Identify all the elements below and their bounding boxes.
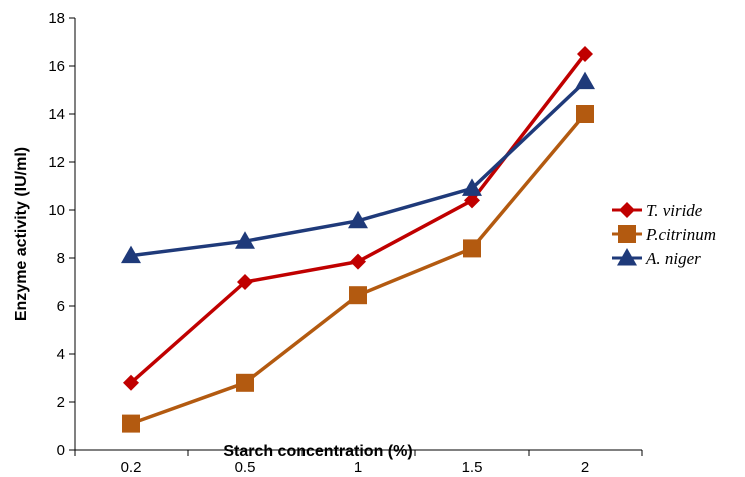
x-axis-title: Starch concentration (%) xyxy=(223,443,412,460)
legend-marker xyxy=(618,225,636,243)
y-tick-label: 12 xyxy=(48,154,65,171)
data-point xyxy=(576,105,594,123)
data-point xyxy=(350,253,366,270)
data-point xyxy=(123,374,139,391)
data-point xyxy=(577,46,593,62)
legend-item: T. viride xyxy=(612,201,703,220)
y-tick-label: 16 xyxy=(48,58,65,75)
x-tick-label: 0.2 xyxy=(121,459,142,476)
data-point xyxy=(464,192,480,209)
data-point xyxy=(237,274,253,290)
data-point xyxy=(236,373,254,392)
y-tick-label: 2 xyxy=(57,394,65,411)
x-tick-label: 1 xyxy=(354,459,362,476)
legend: T. viride P.citrinum A. niger xyxy=(612,201,716,268)
y-tick-label: 4 xyxy=(57,346,65,363)
legend-marker xyxy=(617,248,637,266)
x-tick-label: 2 xyxy=(581,459,589,476)
data-point xyxy=(121,245,141,264)
series-2 xyxy=(121,71,595,264)
y-tick-label: 10 xyxy=(48,202,65,219)
legend-item: P.citrinum xyxy=(612,225,716,244)
legend-label: A. niger xyxy=(645,249,701,268)
x-tick-label: 0.5 xyxy=(235,459,256,476)
y-tick-label: 14 xyxy=(48,106,65,123)
legend-item: A. niger xyxy=(612,248,701,268)
y-tick-label: 0 xyxy=(57,442,65,459)
data-point xyxy=(349,286,367,305)
y-tick-label: 6 xyxy=(57,298,65,315)
data-point xyxy=(575,71,595,90)
legend-marker xyxy=(619,202,635,218)
data-point xyxy=(462,178,482,196)
axes xyxy=(74,18,642,451)
data-point xyxy=(235,231,255,249)
y-axis-title: Enzyme activity (IU/ml) xyxy=(13,147,30,321)
series-1 xyxy=(122,105,594,433)
data-point xyxy=(463,239,481,258)
y-tick-label: 18 xyxy=(48,10,65,27)
legend-label: P.citrinum xyxy=(645,225,716,244)
x-tick-label: 1.5 xyxy=(462,459,483,476)
series-line xyxy=(130,80,587,258)
data-point xyxy=(348,210,368,229)
legend-label: T. viride xyxy=(646,201,703,220)
data-series xyxy=(121,46,595,433)
y-axis-ticks: 0 2 4 6 8 10 12 14 16 18 xyxy=(48,10,75,459)
x-axis-ticks: 0.2 0.5 1 1.5 2 xyxy=(74,450,643,476)
y-tick-label: 8 xyxy=(57,250,65,267)
data-point xyxy=(122,414,140,433)
